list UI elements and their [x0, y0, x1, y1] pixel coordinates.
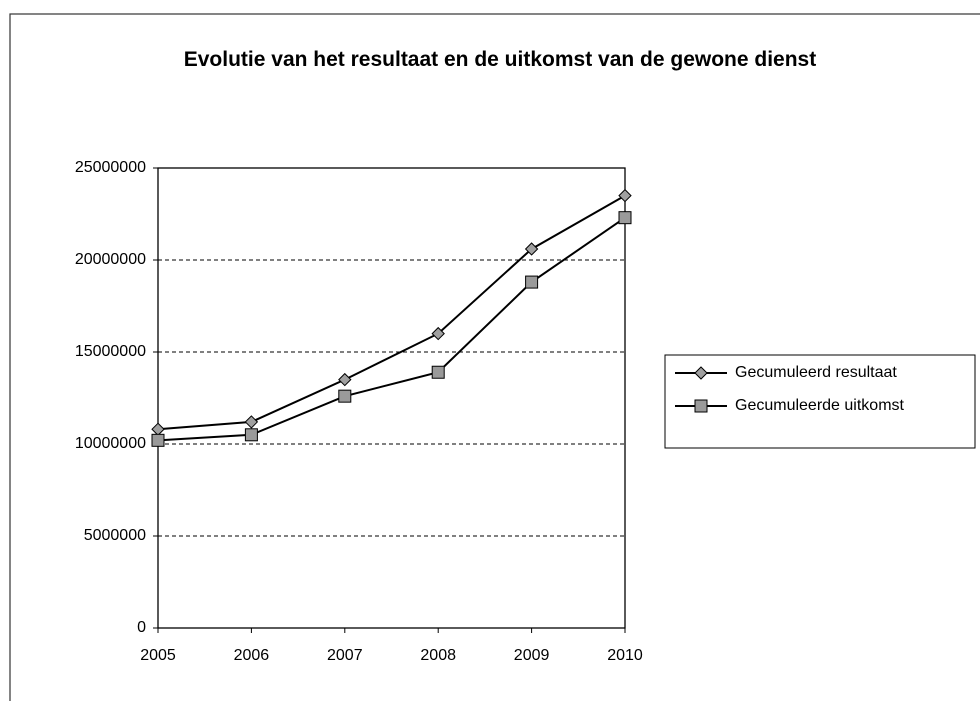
- x-tick-label: 2008: [420, 647, 456, 664]
- series-line: [157, 216, 626, 442]
- y-tick-label: 0: [137, 619, 146, 636]
- x-tick-label: 2009: [514, 647, 550, 664]
- y-tick-label: 20000000: [75, 251, 146, 268]
- data-point: [618, 188, 632, 203]
- data-point: [524, 242, 539, 256]
- data-point: [431, 326, 445, 341]
- series-line: [157, 194, 626, 431]
- x-tick-label: 2005: [140, 647, 176, 664]
- x-tick-label: 2010: [607, 647, 643, 664]
- x-tick-label: 2006: [234, 647, 270, 664]
- y-tick-label: 25000000: [75, 159, 146, 176]
- y-tick-label: 15000000: [75, 343, 146, 360]
- legend-marker: [694, 366, 708, 380]
- chart-title: Evolutie van het resultaat en de uitkoms…: [183, 48, 817, 71]
- data-point: [431, 365, 445, 379]
- data-point: [525, 275, 539, 289]
- data-point: [151, 433, 165, 447]
- legend-label: Gecumuleerd resultaat: [735, 364, 897, 381]
- legend-box: [664, 354, 976, 449]
- x-tick-label: 2007: [327, 647, 363, 664]
- data-point: [244, 428, 258, 442]
- data-point: [151, 422, 165, 436]
- chart-frame: [9, 13, 980, 701]
- legend-label: Gecumuleerde uitkomst: [735, 397, 905, 414]
- data-point: [338, 372, 352, 387]
- plot-frame: [157, 167, 626, 629]
- y-tick-label: 10000000: [75, 435, 146, 452]
- data-point: [618, 211, 632, 225]
- data-point: [244, 415, 259, 429]
- data-point: [338, 389, 352, 403]
- legend-marker: [694, 399, 708, 413]
- y-tick-label: 5000000: [84, 527, 146, 544]
